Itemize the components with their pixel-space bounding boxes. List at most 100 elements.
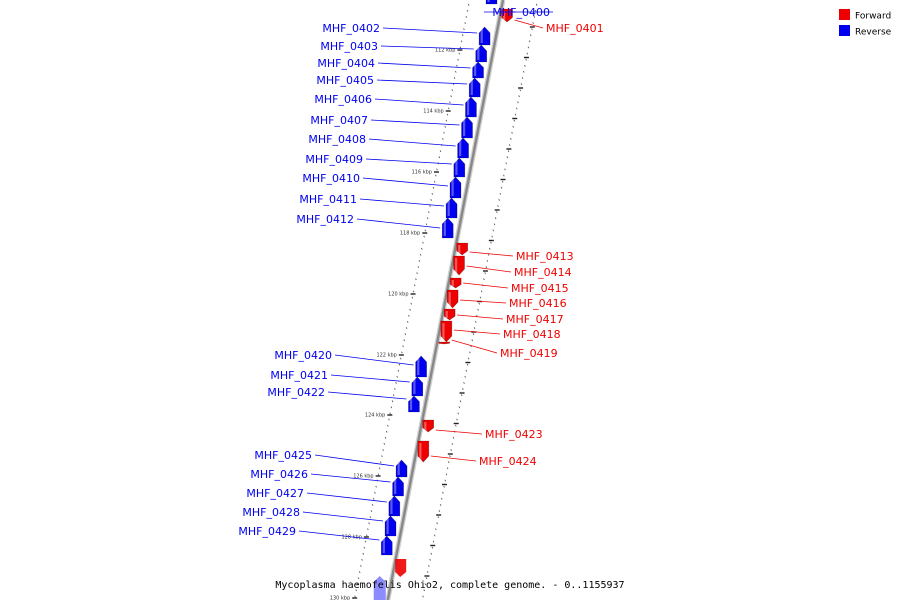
- MHF_0424-label: MHF_0424: [479, 455, 537, 468]
- ruler-dot: [369, 516, 372, 519]
- ruler-dot: [394, 388, 396, 391]
- ruler-dot: [487, 253, 490, 256]
- legend-label-reverse: Reverse: [855, 28, 892, 38]
- kbp-tick-label: 126 kbp: [353, 474, 373, 480]
- MHF_0419-label: MHF_0419: [500, 347, 558, 360]
- ruler-dot: [532, 22, 534, 25]
- MHF_0419-leader-line: [451, 339, 498, 354]
- MHF_0408-leader-line: [368, 138, 456, 147]
- MHF_0411-gene-arrow: [445, 197, 458, 219]
- ruler-dot: [440, 497, 443, 500]
- ruler-dot: [488, 247, 491, 250]
- MHF_0403-leader-line: [380, 45, 474, 50]
- ruler-dot: [447, 107, 450, 110]
- ruler-dot: [517, 101, 519, 104]
- ruler-dot: [518, 95, 520, 98]
- ruler-dot: [403, 339, 406, 342]
- ruler-dot: [484, 272, 486, 275]
- ruler-dot: [387, 424, 389, 427]
- ruler-dot: [445, 473, 448, 476]
- ruler-dot: [524, 64, 526, 67]
- ruler-dot: [464, 22, 466, 25]
- MHF_0420-label: MHF_0420: [274, 349, 332, 362]
- ruler-dot: [389, 412, 391, 415]
- MHF_0407-label: MHF_0407: [310, 114, 368, 127]
- ruler-dot: [428, 211, 430, 214]
- ruler-dot: [507, 150, 510, 153]
- MHF_0429-gene-arrow: [380, 535, 393, 556]
- ruler-dot: [457, 412, 459, 415]
- ruler-dot: [390, 406, 393, 409]
- MHF_0417-label: MHF_0417: [506, 313, 564, 326]
- MHF_0427-gene-arrow: [388, 495, 401, 517]
- ruler-dot: [451, 89, 454, 92]
- labels-layer: MHF_0400 MHF_0401 MHF_0402 MHF_0403 MHF_0404…: [238, 6, 604, 541]
- ruler-dot: [435, 528, 437, 531]
- ruler-dot: [397, 369, 400, 372]
- ruler-dot: [465, 15, 468, 18]
- ruler-dot: [356, 583, 359, 586]
- ruler-dot: [459, 400, 462, 403]
- ruler-dot: [439, 150, 442, 153]
- ruler-dot: [531, 28, 533, 31]
- MHF_0408-gene-arrow: [457, 137, 469, 159]
- MHF_0426-label: MHF_0426: [250, 468, 308, 481]
- partial-gene-arrow: [395, 559, 407, 577]
- MHF_0422-gene-arrow: [408, 395, 420, 413]
- ruler-dot: [477, 308, 479, 311]
- ruler-dot: [450, 449, 452, 452]
- ruler-dot: [409, 308, 411, 311]
- ruler-dot: [506, 156, 509, 159]
- ruler-dot: [404, 333, 407, 336]
- MHF_0418-label: MHF_0418: [503, 328, 561, 341]
- ruler-dot: [527, 46, 530, 49]
- MHF_0425-leader-line: [314, 454, 395, 467]
- ruler-dot: [473, 327, 476, 330]
- MHF_0405-gene-arrow: [468, 77, 481, 98]
- legend-label-forward: Forward: [855, 12, 891, 22]
- ruler-dot: [461, 34, 464, 37]
- ruler-dot: [362, 552, 365, 555]
- ruler-dot: [442, 137, 444, 140]
- legend-swatch-reverse: [839, 25, 850, 36]
- ruler-dot: [465, 369, 468, 372]
- MHF_0404-label: MHF_0404: [317, 57, 375, 70]
- ruler-dot: [437, 516, 440, 519]
- MHF_0410-gene-arrow: [449, 176, 462, 199]
- MHF_0429-leader-line: [298, 530, 380, 541]
- ruler-dot: [485, 266, 488, 269]
- ruler-dot: [432, 186, 435, 189]
- ruler-dot: [408, 314, 410, 317]
- ruler-dot: [529, 34, 532, 37]
- ruler-dot: [433, 180, 436, 183]
- genes-layer: [373, 0, 513, 600]
- ruler-dot: [371, 503, 374, 506]
- ruler-dot: [457, 58, 459, 61]
- kbp-tick-label: 122 kbp: [376, 353, 396, 359]
- ruler-dot: [512, 125, 515, 128]
- ruler-dot: [431, 546, 434, 549]
- MHF_0425-label: MHF_0425: [254, 449, 312, 462]
- ruler-dot: [463, 28, 465, 31]
- ruler-dot: [355, 589, 357, 592]
- MHF_0409-label: MHF_0409: [305, 153, 363, 166]
- ruler-dot: [467, 3, 470, 6]
- ruler-dot: [458, 52, 461, 55]
- ruler-dot: [368, 522, 370, 525]
- ruler-dot: [358, 571, 361, 574]
- MHF_0423-label: MHF_0423: [485, 428, 543, 441]
- ruler-dot: [499, 192, 502, 195]
- MHF_0414-leader-line: [466, 265, 512, 273]
- ruler-dot: [520, 83, 523, 86]
- MHF_0407-gene-arrow: [461, 116, 473, 139]
- MHF_0420-gene-arrow: [415, 355, 427, 378]
- MHF_0411-leader-line: [359, 198, 445, 207]
- MHF_0412-label: MHF_0412: [296, 213, 354, 226]
- ruler-dot: [423, 235, 425, 238]
- MHF_0418-gene-arrow: [440, 320, 453, 343]
- MHF_0414-label: MHF_0414: [514, 266, 572, 279]
- ruler-dot: [425, 223, 428, 226]
- MHF_0406-label: MHF_0406: [314, 93, 372, 106]
- MHF_0416-leader-line: [460, 299, 507, 304]
